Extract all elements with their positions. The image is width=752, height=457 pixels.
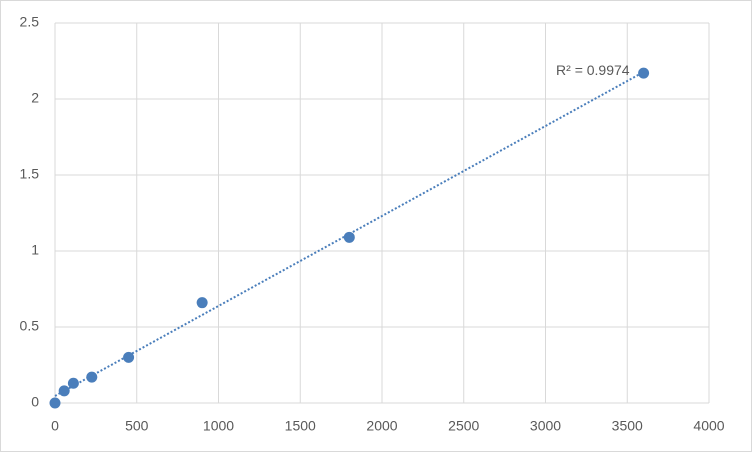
y-tick-label: 1 xyxy=(31,242,39,258)
y-tick-label: 0 xyxy=(31,394,39,410)
x-tick-label: 4000 xyxy=(693,418,724,434)
x-tick-label: 3000 xyxy=(530,418,561,434)
point xyxy=(58,385,70,397)
x-tick-label: 3500 xyxy=(612,418,643,434)
x-tick-label: 0 xyxy=(51,418,59,434)
point xyxy=(638,67,650,79)
x-tick-label: 1000 xyxy=(203,418,234,434)
y-tick-label: 1.5 xyxy=(20,166,40,182)
x-tick-label: 2000 xyxy=(366,418,397,434)
point xyxy=(123,351,135,363)
point xyxy=(86,371,98,383)
y-tick-label: 0.5 xyxy=(20,318,40,334)
annotation: R² = 0.9974 xyxy=(556,62,630,78)
point xyxy=(49,397,61,409)
x-tick-label: 1500 xyxy=(285,418,316,434)
point xyxy=(196,297,208,309)
x-tick-label: 2500 xyxy=(448,418,479,434)
y-tick-label: 2.5 xyxy=(20,14,40,30)
y-tick-label: 2 xyxy=(31,90,39,106)
x-tick-label: 500 xyxy=(125,418,149,434)
point xyxy=(67,377,79,389)
point xyxy=(343,231,355,243)
